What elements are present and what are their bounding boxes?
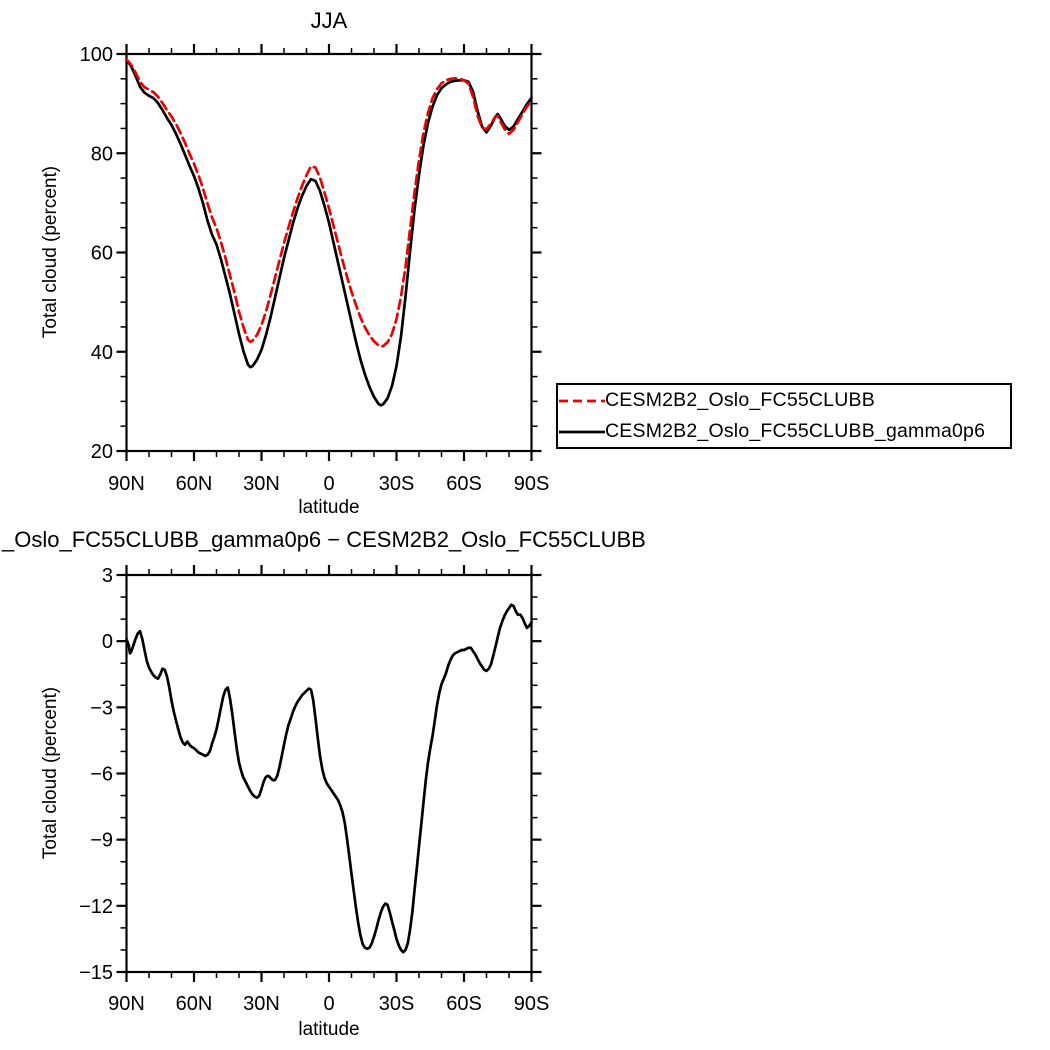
tick-label: 60N	[176, 473, 213, 495]
tick-label: −3	[90, 697, 113, 719]
bottom-y-axis-label: Total cloud (percent)	[40, 686, 61, 860]
legend-solid-line-sample	[559, 430, 605, 433]
bottom-chart-title: _Oslo_FC55CLUBB_gamma0p6 − CESM2B2_Oslo_…	[2, 527, 646, 552]
tick-label: 40	[91, 342, 113, 364]
tick-label: 0	[323, 993, 334, 1015]
legend-entry-cesm2b2-oslo-fc55clubb: CESM2B2_Oslo_FC55CLUBB	[558, 385, 1010, 416]
legend-label: CESM2B2_Oslo_FC55CLUBB_gamma0p6	[605, 420, 986, 442]
tick-label: 20	[91, 441, 113, 463]
plot-frame	[125, 573, 533, 974]
legend-entry-cesm2b2-oslo-fc55clubb-gamma0p6: CESM2B2_Oslo_FC55CLUBB_gamma0p6	[558, 416, 1010, 447]
top-x-axis-label: latitude	[298, 497, 360, 518]
tick-label: 90S	[514, 993, 550, 1015]
tick-label: 30N	[243, 993, 280, 1015]
series-line-difference	[125, 603, 533, 954]
tick-label: 100	[80, 44, 113, 66]
tick-label: 60N	[176, 993, 213, 1015]
tick-label: −15	[79, 962, 113, 984]
tick-label: 30N	[243, 473, 280, 495]
tick-label: −6	[90, 764, 113, 786]
tick-label: −12	[79, 896, 113, 918]
tick-label: 90N	[108, 993, 145, 1015]
legend-dashed-line-sample	[559, 399, 605, 402]
legend: CESM2B2_Oslo_FC55CLUBB CESM2B2_Oslo_FC55…	[556, 383, 1012, 449]
tick-label: 60	[91, 243, 113, 265]
tick-label: 30S	[379, 473, 415, 495]
tick-label: −9	[90, 830, 113, 852]
tick-label: 0	[323, 473, 334, 495]
tick-label: 80	[91, 143, 113, 165]
tick-label: 30S	[379, 993, 415, 1015]
tick-label: 0	[102, 631, 113, 653]
legend-label: CESM2B2_Oslo_FC55CLUBB	[605, 389, 875, 411]
series-line-CESM2B2_Oslo_FC55CLUBB	[125, 58, 533, 348]
top-y-axis-label: Total cloud (percent)	[40, 165, 61, 339]
tick-label: 60S	[446, 993, 482, 1015]
tick-label: 90N	[108, 473, 145, 495]
tick-label: 60S	[446, 473, 482, 495]
plot-frame	[125, 52, 533, 453]
series-line-CESM2B2_Oslo_FC55CLUBB_gamma0p6	[125, 58, 533, 407]
tick-label: 90S	[514, 473, 550, 495]
bottom-x-axis-label: latitude	[298, 1019, 360, 1040]
top-chart-title: JJA	[310, 8, 348, 33]
tick-label: 3	[102, 565, 113, 587]
